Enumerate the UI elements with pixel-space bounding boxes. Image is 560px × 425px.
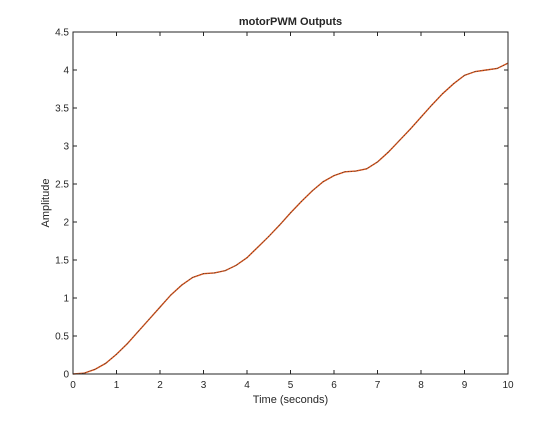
data-point bbox=[474, 71, 476, 73]
y-tick-label: 0.5 bbox=[55, 332, 69, 343]
y-tick-label: 4 bbox=[63, 66, 69, 77]
data-point bbox=[355, 170, 357, 172]
x-tick-label: 10 bbox=[502, 380, 514, 391]
x-tick-label: 5 bbox=[288, 380, 294, 391]
y-axis-label: Amplitude bbox=[40, 179, 52, 228]
data-point bbox=[268, 235, 270, 237]
data-point bbox=[257, 246, 259, 248]
x-axis-label: Time (seconds) bbox=[253, 394, 328, 406]
y-tick-label: 1 bbox=[63, 294, 69, 305]
data-point bbox=[322, 181, 324, 183]
data-point bbox=[344, 171, 346, 173]
x-tick-label: 1 bbox=[114, 380, 120, 391]
x-tick-label: 9 bbox=[462, 380, 468, 391]
data-point bbox=[148, 318, 150, 320]
data-point bbox=[366, 168, 368, 170]
data-point bbox=[137, 330, 139, 332]
data-point bbox=[224, 270, 226, 272]
data-point bbox=[94, 368, 96, 370]
data-point bbox=[203, 273, 204, 275]
y-tick-label: 4.5 bbox=[55, 28, 69, 39]
data-point bbox=[83, 372, 85, 374]
data-point bbox=[496, 67, 498, 69]
data-point bbox=[126, 343, 128, 345]
x-tick-label: 8 bbox=[418, 380, 424, 391]
data-point bbox=[300, 200, 302, 202]
x-tick-label: 7 bbox=[375, 380, 381, 391]
data-point bbox=[279, 224, 281, 226]
y-tick-label: 0 bbox=[63, 370, 69, 381]
data-point bbox=[387, 151, 389, 153]
data-point bbox=[170, 294, 172, 296]
data-point bbox=[420, 116, 422, 118]
data-point bbox=[159, 306, 161, 308]
y-tick-label: 2.5 bbox=[55, 180, 69, 191]
data-point bbox=[464, 74, 465, 76]
data-point bbox=[311, 190, 313, 192]
y-tick-label: 3 bbox=[63, 142, 69, 153]
data-point bbox=[246, 257, 248, 259]
data-point bbox=[290, 212, 291, 214]
x-tick-label: 2 bbox=[157, 380, 163, 391]
chart-title: motorPWM Outputs bbox=[239, 16, 342, 28]
data-point bbox=[398, 140, 400, 142]
y-tick-label: 2 bbox=[63, 218, 69, 229]
data-point bbox=[333, 175, 335, 177]
x-tick-label: 3 bbox=[201, 380, 207, 391]
data-point bbox=[235, 264, 237, 266]
data-point bbox=[377, 161, 378, 163]
data-point bbox=[192, 276, 194, 278]
data-point bbox=[105, 362, 107, 364]
data-point bbox=[409, 128, 411, 130]
series-layer bbox=[72, 62, 509, 375]
data-point bbox=[116, 353, 117, 355]
data-point bbox=[181, 284, 183, 286]
x-tick-label: 6 bbox=[331, 380, 337, 391]
data-point bbox=[442, 93, 444, 95]
y-tick-label: 3.5 bbox=[55, 104, 69, 115]
data-point bbox=[431, 104, 433, 106]
x-tick-label: 4 bbox=[244, 380, 250, 391]
plot-area bbox=[73, 32, 508, 374]
x-tick-label: 0 bbox=[70, 380, 76, 391]
axes-box bbox=[72, 31, 509, 375]
data-point bbox=[213, 272, 215, 274]
y-tick-label: 1.5 bbox=[55, 256, 69, 267]
data-point bbox=[485, 69, 487, 71]
data-point bbox=[453, 83, 455, 85]
